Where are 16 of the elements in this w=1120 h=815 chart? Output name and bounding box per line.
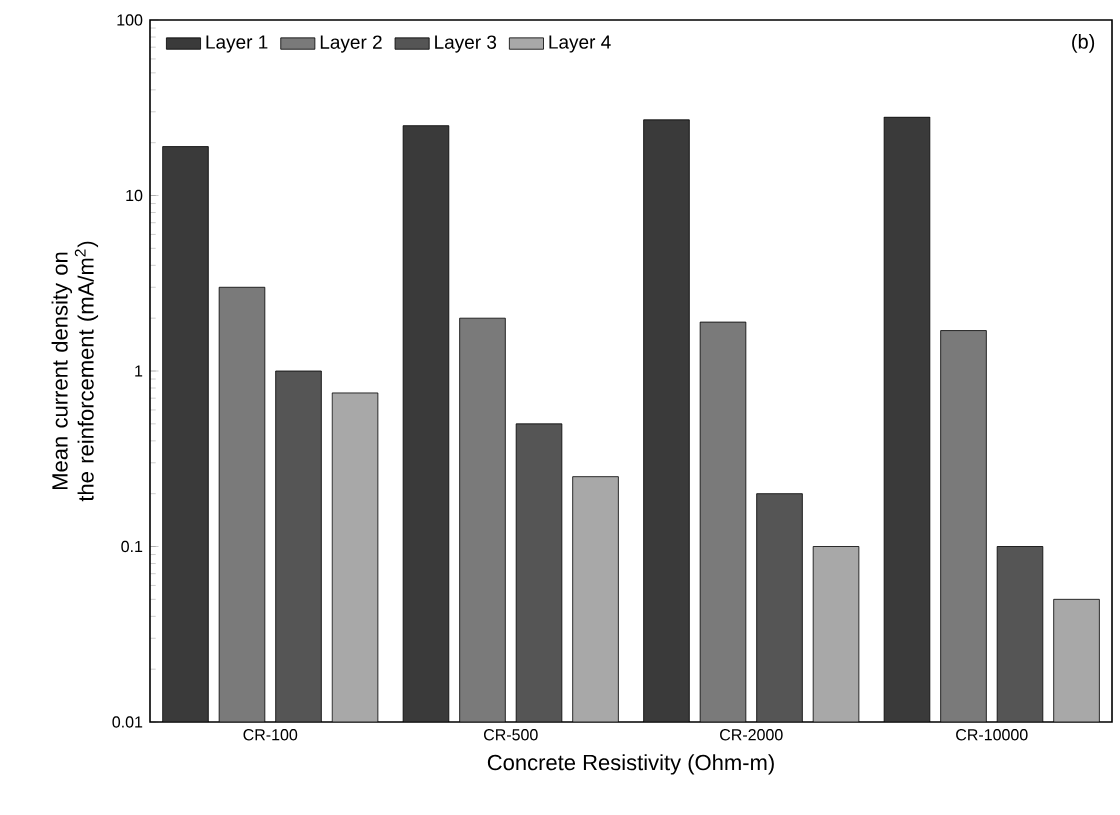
y-tick-label: 1 (135, 365, 143, 377)
x-tick-label: CR-10000 (956, 729, 1028, 741)
y-tick-label: 0.01 (112, 716, 143, 728)
x-tick-label: CR-500 (484, 729, 538, 741)
y-tick-label: 100 (117, 14, 143, 26)
x-axis-title: Concrete Resistivity (Ohm-m) (487, 754, 774, 775)
legend-label: Layer 2 (320, 35, 382, 53)
y-axis-title: Mean current density on the reinforcement (mA/m$^{2}$) (51, 241, 99, 502)
y-tick-label: 10 (126, 189, 143, 202)
x-tick-label: CR-2000 (720, 729, 783, 741)
x-tick-label: CR-100 (243, 729, 298, 741)
legend-label: Layer 3 (435, 35, 497, 53)
legend-label: Layer 4 (549, 35, 611, 53)
legend-label: Layer 1 (206, 35, 268, 53)
annotation: (b) (1072, 34, 1095, 53)
y-tick-label: 0.1 (121, 540, 143, 553)
